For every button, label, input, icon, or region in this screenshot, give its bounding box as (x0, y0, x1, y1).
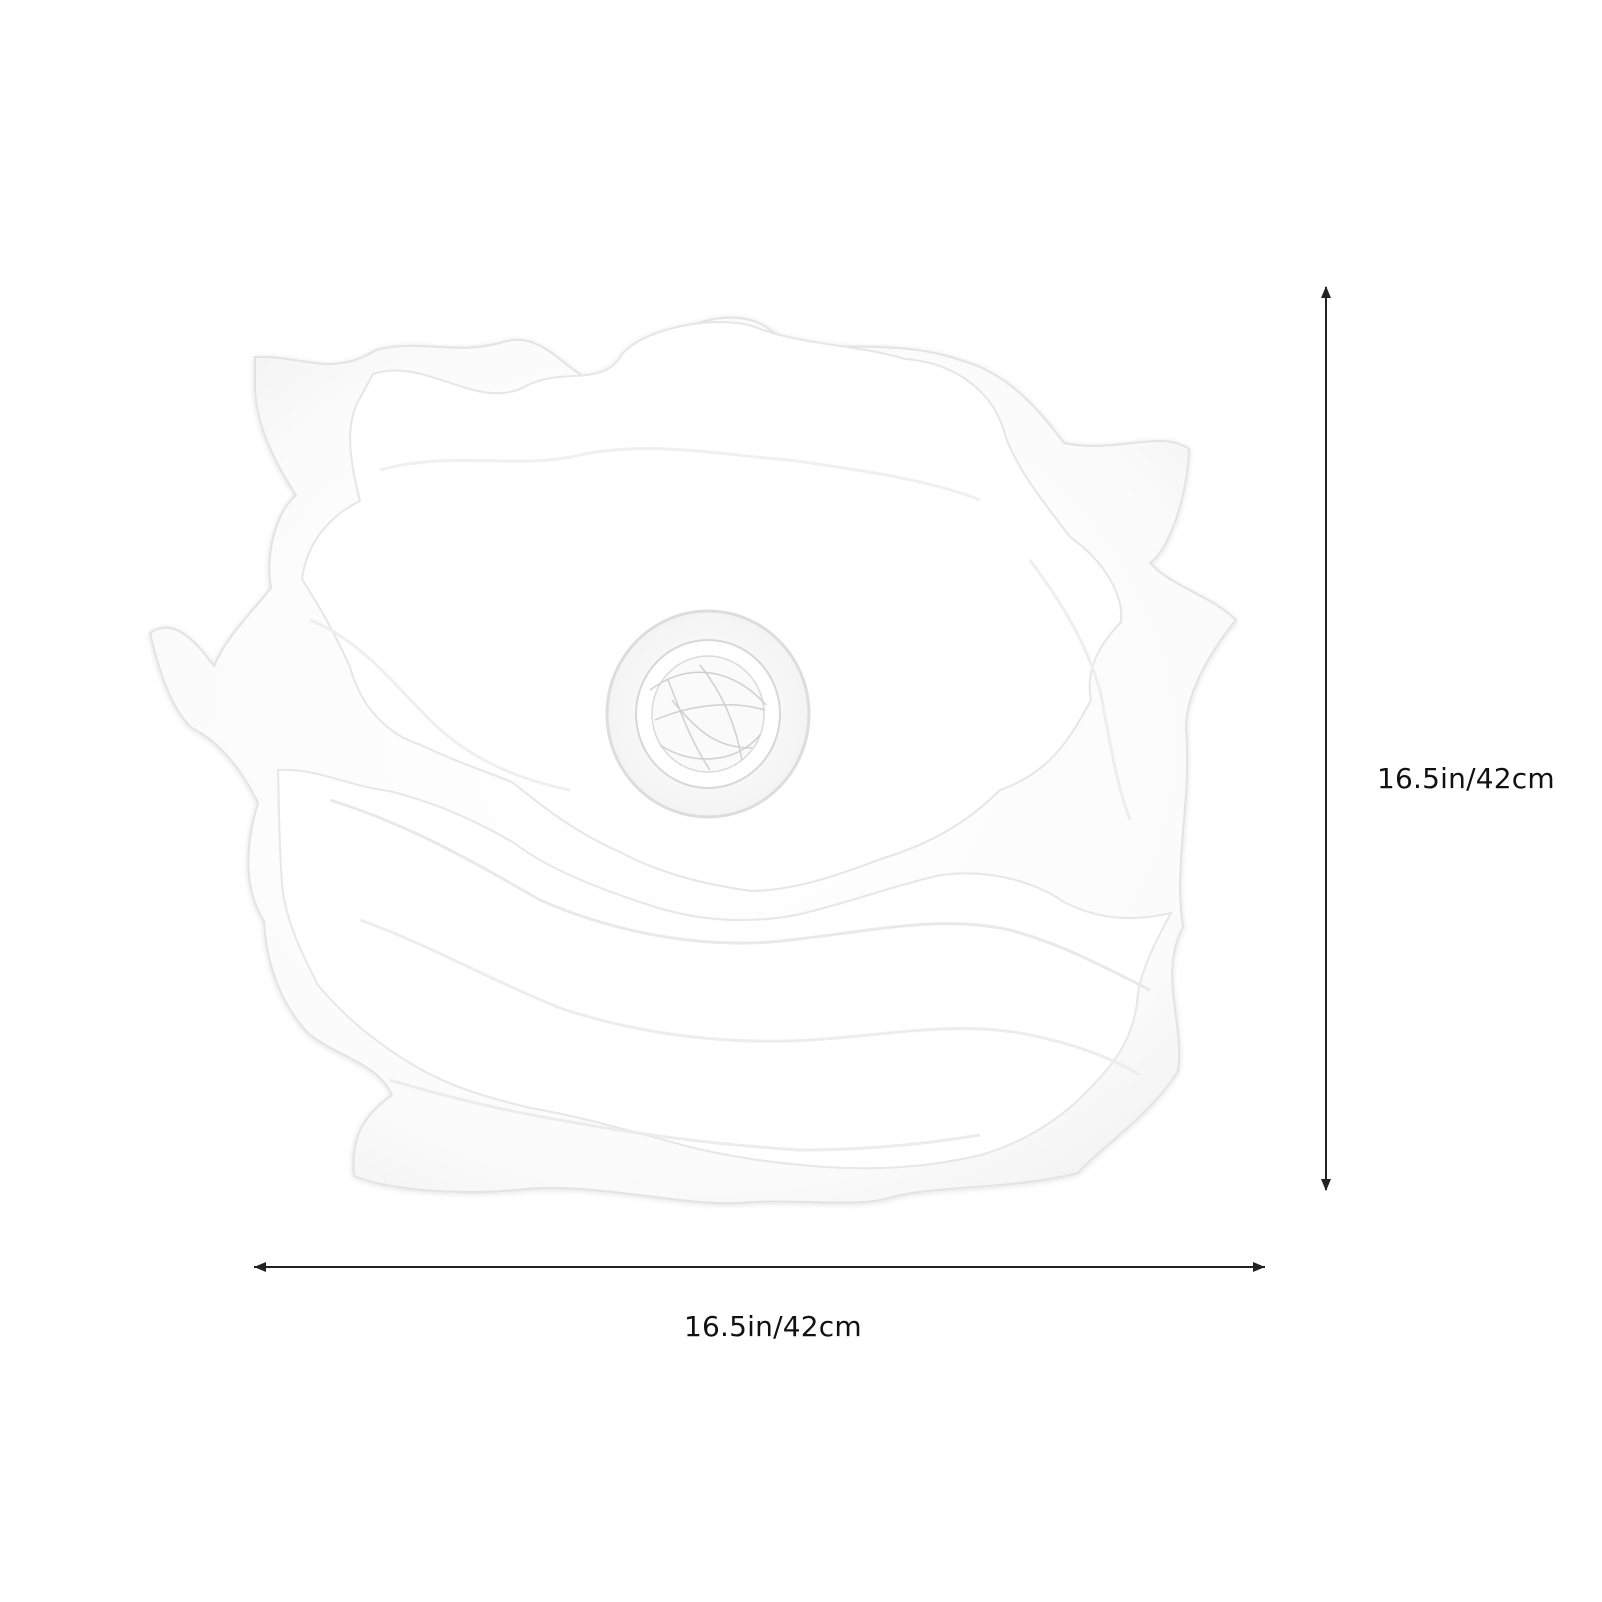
width-arrow-left (254, 1262, 266, 1272)
petal-fold-line-6 (1028, 559, 1132, 821)
hole-edge (651, 655, 765, 773)
petal-fold-line-5 (309, 618, 571, 792)
petal-fold-line-2 (359, 918, 1141, 1077)
petal-fold-line-4 (379, 447, 981, 502)
width-dimension (254, 1262, 1265, 1272)
height-dimension (1321, 286, 1331, 1191)
petal-layer-front (276, 768, 1173, 1170)
wire-frame (649, 664, 767, 771)
petal-fold-line-3 (389, 1078, 981, 1152)
height-dimension-label: 16.5in/42cm (1377, 762, 1555, 795)
width-dimension-label: 16.5in/42cm (684, 1310, 862, 1343)
petal-layer-upper (300, 321, 1123, 893)
height-arrow-top (1321, 286, 1331, 298)
height-arrow-bottom (1321, 1179, 1331, 1191)
petal-fold-line-1 (329, 798, 1151, 992)
fixture-ring (605, 609, 811, 819)
width-arrow-right (1253, 1262, 1265, 1272)
